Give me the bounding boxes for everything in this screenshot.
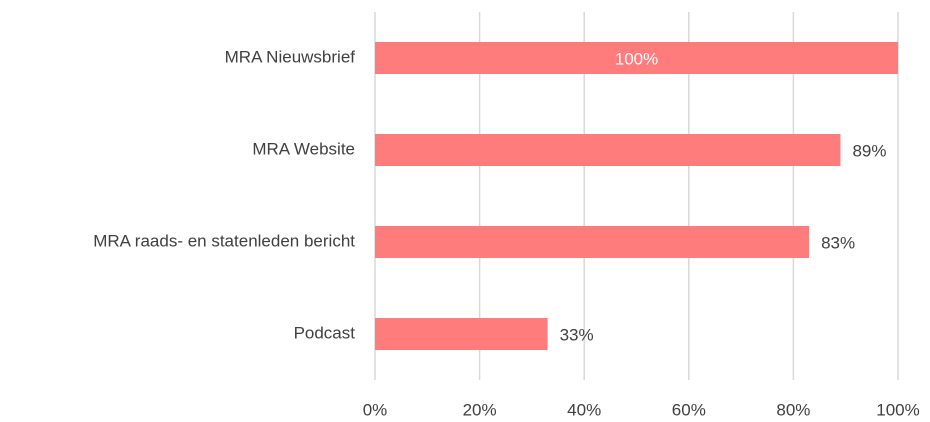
x-tick-label: 80% xyxy=(776,400,810,419)
bar xyxy=(375,42,898,74)
y-tick-label: MRA Website xyxy=(252,139,355,158)
y-tick-label: MRA Nieuwsbrief xyxy=(225,47,356,66)
x-tick-label: 20% xyxy=(463,400,497,419)
y-tick-label: Podcast xyxy=(294,323,356,342)
value-label: 89% xyxy=(852,141,886,160)
x-tick-label: 0% xyxy=(363,400,388,419)
x-tick-label: 40% xyxy=(567,400,601,419)
x-tick-label: 60% xyxy=(672,400,706,419)
bar xyxy=(375,134,841,166)
x-tick-label: 100% xyxy=(876,400,919,419)
value-label: 83% xyxy=(821,233,855,252)
bar xyxy=(375,226,810,258)
y-tick-label: MRA raads- en statenleden bericht xyxy=(93,231,355,250)
value-label: 33% xyxy=(560,325,594,344)
bar xyxy=(375,318,548,350)
value-label: 100% xyxy=(615,49,658,68)
